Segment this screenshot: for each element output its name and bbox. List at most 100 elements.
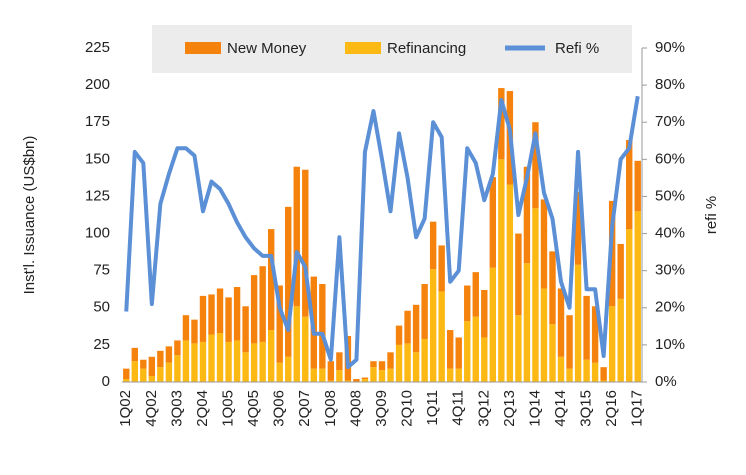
x-tick-label: 4Q02 — [143, 390, 160, 427]
bar-segment — [481, 289, 488, 338]
bar-segment — [515, 315, 522, 382]
bar-segment — [412, 304, 420, 353]
bar-segment — [626, 229, 633, 382]
y2-tick-label: 30% — [655, 262, 685, 279]
bar-segment — [566, 368, 573, 382]
bar-segment — [225, 297, 232, 342]
bar-segment — [233, 286, 241, 341]
bar-segment — [165, 346, 173, 363]
line — [124, 95, 640, 370]
bar-segment — [574, 191, 582, 265]
x-tick-label: 1Q14 — [526, 390, 543, 427]
bar-segment — [302, 169, 309, 317]
legend-label: New Money — [227, 40, 307, 57]
x-tick-label: 4Q11 — [450, 390, 467, 426]
bar-segment — [242, 306, 249, 353]
bar-segment — [455, 368, 462, 382]
bar-segment — [404, 343, 411, 382]
bar-segment — [285, 356, 292, 382]
bar-segment — [148, 356, 156, 377]
bar-segment — [412, 352, 420, 382]
bar-segment — [353, 379, 360, 382]
bar-segment — [267, 330, 275, 382]
bar-segment — [395, 325, 403, 345]
bar-segment — [131, 347, 138, 362]
x-tick-label: 2Q16 — [603, 390, 620, 427]
bar-segment — [361, 379, 369, 382]
bar-segment — [259, 341, 266, 382]
bar-segment — [532, 208, 539, 382]
bar-segment — [481, 337, 488, 382]
y2-tick-label: 70% — [655, 113, 685, 130]
bar-segment — [123, 368, 130, 380]
bar-segment — [566, 315, 573, 369]
bar-segment — [532, 122, 539, 209]
bar-segment — [378, 361, 386, 371]
bar-segment — [498, 159, 505, 382]
bar-segment — [370, 367, 377, 382]
bar-segment — [327, 380, 335, 382]
bar-segment — [378, 370, 386, 382]
x-tick-label: 2Q13 — [501, 390, 518, 427]
bar-segment — [319, 284, 326, 369]
x-tick-label: 2Q04 — [194, 390, 211, 427]
bar-segment — [208, 334, 215, 382]
bar-segment — [191, 319, 198, 344]
y-tick-label: 25 — [93, 336, 110, 353]
bar-segment — [157, 367, 164, 382]
x-tick-label: 1Q17 — [629, 390, 646, 427]
legend-swatch — [345, 42, 381, 54]
bar-segment — [191, 343, 198, 382]
bar-segment — [429, 221, 437, 270]
x-tick-label: 3Q12 — [475, 390, 492, 427]
bar-segment — [216, 333, 224, 382]
x-tick-label: 1Q05 — [220, 390, 237, 427]
y2-tick-label: 40% — [655, 225, 685, 242]
bar-segment — [591, 306, 599, 363]
bar-segment — [250, 343, 258, 382]
bar-segment — [225, 341, 232, 382]
bar-segment — [472, 316, 479, 382]
bar-segment — [395, 344, 403, 382]
y2-tick-label: 90% — [655, 39, 685, 56]
bar-segment — [489, 267, 497, 382]
bar-segment — [515, 233, 522, 316]
bar-segment — [182, 315, 190, 341]
bar-segment — [608, 306, 616, 382]
bar-segment — [336, 352, 343, 371]
bar-segment — [438, 291, 445, 382]
bar-segment — [387, 352, 394, 369]
bar-segment — [583, 359, 590, 382]
bar-segment — [626, 140, 633, 230]
bar-segment — [455, 337, 462, 369]
bar-segment — [148, 376, 156, 382]
y-tick-label: 0 — [102, 373, 110, 390]
bar-segment — [293, 166, 300, 307]
x-tick-label: 1Q08 — [322, 390, 339, 427]
x-tick-label: 3Q03 — [168, 390, 185, 427]
bar-segment — [472, 272, 479, 317]
legend-swatch — [185, 42, 221, 54]
bar-segment — [429, 269, 437, 382]
bar-segment — [208, 294, 215, 335]
bar-segment — [336, 370, 343, 382]
bar-segment — [123, 379, 130, 382]
bar-segment — [540, 288, 548, 382]
x-tick-label: 3Q15 — [578, 390, 595, 427]
bar-segment — [157, 350, 164, 368]
y-tick-label: 200 — [85, 76, 110, 93]
bar-segment — [233, 340, 241, 382]
y-tick-label: 175 — [85, 113, 110, 130]
bar-segment — [549, 251, 556, 325]
y2-tick-label: 50% — [655, 187, 685, 204]
y-tick-label: 125 — [85, 187, 110, 204]
bar-segment — [600, 367, 607, 381]
y2-tick-label: 0% — [655, 373, 677, 390]
bar-segment — [276, 285, 283, 363]
y2-tick-label: 80% — [655, 76, 685, 93]
bar-segment — [387, 368, 394, 382]
bar-segment — [498, 88, 505, 160]
bar-segment — [174, 355, 181, 382]
